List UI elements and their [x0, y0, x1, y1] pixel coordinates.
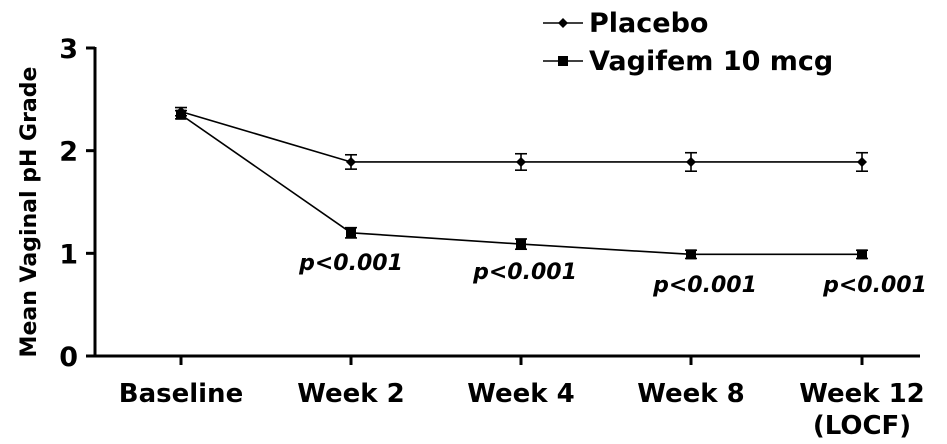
legend-label: Placebo [589, 8, 708, 39]
p-value-annotation: p<0.001 [822, 273, 927, 298]
data-point [346, 156, 356, 167]
series-vagifem-10-mcg [175, 109, 868, 260]
x-tick-label: Week 4 [467, 379, 574, 409]
data-point [346, 227, 356, 238]
legend: Placebo Vagifem 10 mcg [543, 8, 833, 77]
x-tick-label: Week 12 [799, 379, 925, 409]
series-layer [175, 106, 868, 260]
legend-item: Placebo [543, 8, 708, 39]
x-tick-label: Week 2 [297, 379, 404, 409]
p-value-annotation: p<0.001 [298, 251, 403, 276]
data-point [857, 249, 867, 260]
x-tick-sublabel: (LOCF) [813, 411, 911, 441]
y-tick-label: 1 [59, 239, 78, 270]
data-point [686, 156, 696, 167]
x-tick-label: Baseline [119, 379, 243, 409]
annotations: p<0.001 p<0.001 p<0.001 p<0.001 [298, 251, 927, 298]
y-tick-label: 0 [59, 342, 78, 373]
y-axis-label: Mean Vaginal pH Grade [17, 67, 42, 358]
data-point [176, 109, 186, 120]
legend-label: Vagifem 10 mcg [589, 46, 833, 77]
p-value-annotation: p<0.001 [472, 260, 577, 285]
legend-marker [558, 18, 568, 28]
y-tick-label: 3 [59, 34, 78, 65]
data-point [686, 249, 696, 260]
legend-item: Vagifem 10 mcg [543, 46, 833, 77]
axes: 0 1 2 3 Baseline Week 2 Week 4 Week 8 Week 12(LO… [59, 34, 925, 441]
p-value-annotation: p<0.001 [652, 273, 757, 298]
legend-marker [558, 56, 568, 66]
series-placebo [175, 106, 868, 172]
y-tick-label: 2 [59, 137, 78, 168]
data-point [857, 156, 867, 167]
x-tick-label: Week 8 [637, 379, 744, 409]
series-line [180, 114, 862, 256]
data-point [516, 156, 526, 167]
data-point [516, 239, 526, 250]
